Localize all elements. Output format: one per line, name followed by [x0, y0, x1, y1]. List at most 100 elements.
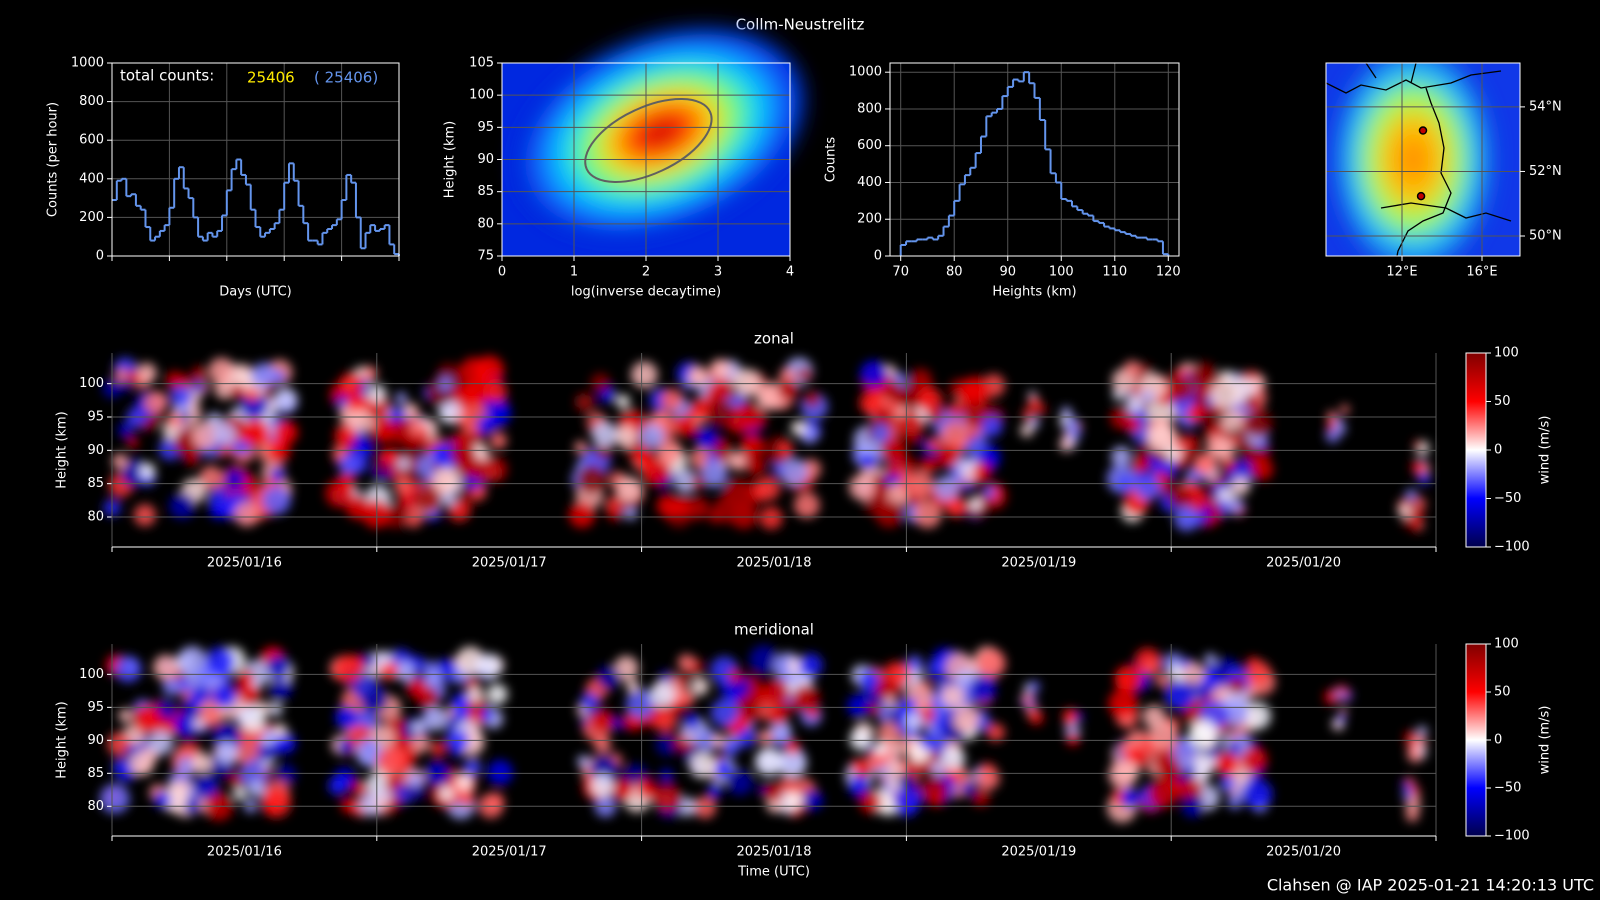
wind-cell	[798, 653, 823, 678]
wind-cell	[655, 733, 679, 756]
y-tick-label: 85	[477, 184, 494, 199]
wind-cell	[633, 446, 653, 467]
wind-cell	[1412, 496, 1427, 511]
x-tick-label: 2025/01/17	[472, 556, 547, 571]
wind-cell	[1179, 757, 1192, 770]
wind-cell	[873, 741, 888, 755]
wind-cell	[1405, 808, 1420, 822]
wind-cell	[797, 367, 813, 382]
wind-cell	[374, 461, 391, 477]
wind-cell	[208, 357, 235, 385]
x-tick-label: 2025/01/20	[1266, 845, 1341, 860]
x-tick-label: 2025/01/19	[1001, 845, 1076, 860]
x-tick-label: 2025/01/17	[472, 845, 547, 860]
y-tick-label: 90	[87, 443, 104, 458]
y-tick-label: 100	[79, 667, 104, 682]
wind-cell	[395, 392, 408, 405]
y-tick-label: 95	[87, 700, 104, 715]
wind-cell	[933, 475, 961, 502]
wind-cell	[126, 436, 139, 449]
wind-cell	[728, 451, 747, 470]
wind-cell	[273, 387, 298, 412]
axes-frame	[501, 62, 791, 257]
y-axis-label: Height (km)	[55, 411, 70, 488]
wind-cell	[596, 665, 621, 690]
wind-cell	[438, 786, 454, 802]
wind-cell	[268, 702, 283, 717]
wind-cell	[274, 732, 297, 754]
wind-cell	[474, 355, 504, 385]
y-tick-label: 75	[477, 249, 494, 264]
wind-cell	[955, 669, 974, 687]
wind-cell	[382, 662, 397, 677]
wind-cell	[972, 462, 992, 482]
wind-cell	[682, 692, 695, 706]
wind-cell	[674, 469, 698, 493]
wind-cell	[273, 723, 288, 738]
station	[1416, 191, 1426, 201]
wind-cell	[1405, 488, 1418, 501]
wind-cell	[871, 423, 891, 444]
wind-cell	[438, 658, 452, 672]
panel-title: zonal	[754, 330, 794, 348]
wind-cell	[153, 654, 179, 681]
colorbar	[1465, 643, 1487, 837]
wind-cell	[410, 419, 425, 435]
wind-cell	[234, 501, 260, 527]
wind-cell	[486, 683, 508, 705]
wind-cell	[394, 660, 415, 682]
wind-cell	[653, 784, 682, 813]
wind-cell	[462, 758, 482, 777]
wind-cell	[1141, 389, 1155, 403]
footer: Clahsen @ IAP 2025-01-21 14:20:13 UTC	[1267, 876, 1594, 895]
wind-cell	[139, 462, 156, 479]
wind-cell	[1110, 446, 1132, 467]
wind-cell	[118, 422, 133, 438]
wind-cell	[945, 496, 967, 518]
wind-cell	[577, 755, 590, 768]
y-axis-label: Height (km)	[443, 121, 458, 198]
annotation: total counts:	[120, 67, 214, 85]
wind-cell	[1153, 756, 1169, 772]
wind-cell	[129, 751, 155, 776]
wind-cell	[772, 463, 785, 476]
colorbar-label: wind (m/s)	[1538, 706, 1553, 775]
wind-cell	[136, 362, 157, 384]
colorbar-tick-label: −50	[1494, 491, 1521, 506]
wind-cell	[1210, 379, 1241, 410]
colorbar-tick-label: −100	[1494, 829, 1530, 844]
wind-cell	[1243, 394, 1259, 410]
wind-cell	[430, 741, 446, 757]
wind-cell	[412, 484, 442, 513]
wind-cell	[778, 777, 798, 797]
y-tick-label: 90	[477, 152, 494, 167]
wind-cell	[215, 741, 239, 765]
wind-cell	[1125, 416, 1142, 433]
wind-cell	[779, 458, 808, 487]
wind-cell	[192, 752, 213, 774]
wind-cell	[1132, 457, 1148, 473]
x-axis-label: log(inverse decaytime)	[571, 285, 721, 300]
wind-cell	[397, 457, 410, 471]
wind-cell	[792, 684, 820, 712]
wind-cell	[1147, 423, 1177, 452]
wind-cell	[848, 474, 875, 501]
wind-cell	[859, 790, 883, 814]
x-tick-label: 70	[892, 265, 909, 280]
wind-cell	[1416, 725, 1428, 737]
wind-field	[102, 355, 1431, 532]
axes-frame	[111, 62, 400, 257]
wind-cell	[1204, 653, 1217, 666]
y-tick-label: 85	[87, 476, 104, 491]
coastline	[1326, 63, 1502, 94]
wind-cell	[230, 384, 245, 400]
wind-cell	[728, 668, 743, 683]
wind-cell	[477, 653, 503, 679]
wind-cell	[909, 368, 933, 392]
wind-cell	[706, 452, 719, 465]
wind-cell	[737, 502, 751, 515]
wind-cell	[1219, 775, 1237, 793]
wind-cell	[1164, 680, 1195, 710]
wind-cell	[685, 496, 710, 520]
wind-cell	[233, 787, 247, 801]
